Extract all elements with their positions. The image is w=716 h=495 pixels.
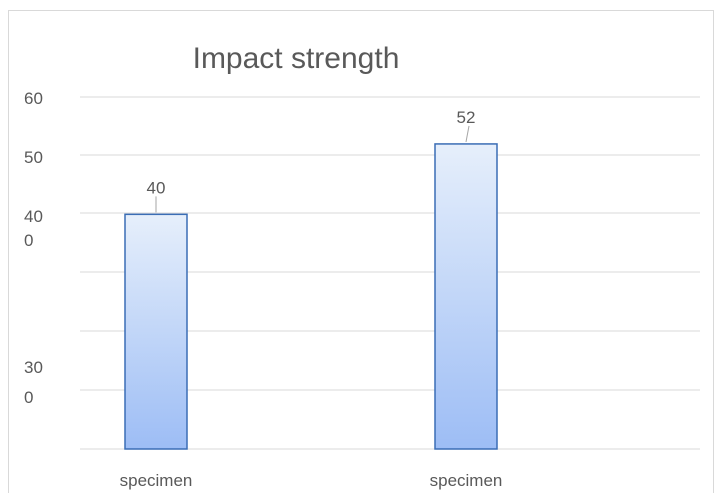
chart-title: Impact strength [193, 42, 400, 75]
bar [434, 143, 498, 450]
y-tick-label: 60 [24, 89, 43, 108]
y-tick-label: 0 [24, 231, 33, 250]
bars [124, 143, 498, 450]
y-tick-label: 30 [24, 358, 43, 377]
x-category-label: specimen [120, 471, 193, 490]
data-label: 52 [457, 108, 476, 127]
bar [124, 213, 188, 450]
chart-frame [8, 10, 714, 493]
y-tick-label: 0 [24, 388, 33, 407]
y-tick-label: 40 [24, 207, 43, 226]
y-tick-label: 50 [24, 148, 43, 167]
data-label-leader [465, 125, 470, 143]
data-label: 40 [147, 178, 166, 197]
x-category-label: specimen [430, 471, 503, 490]
labels: Impact strength 60 50 40 0 30 0 40 specimen 52 spe… [24, 42, 502, 490]
